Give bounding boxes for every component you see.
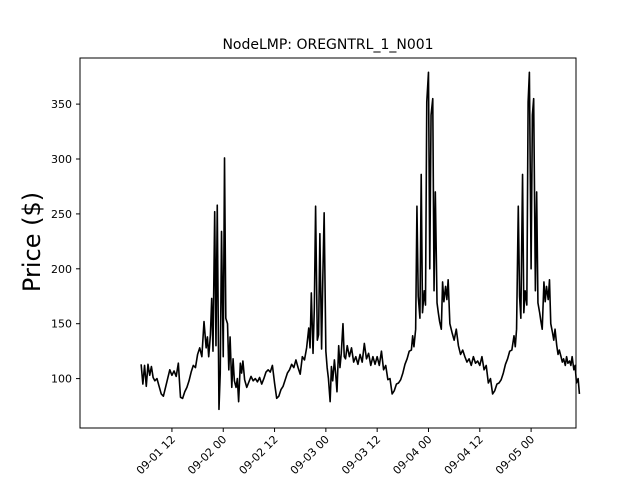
y-tick-label: 100 — [51, 373, 72, 386]
x-tick-label: 09-02 00 — [185, 433, 229, 477]
y-axis-label: Price ($) — [18, 192, 46, 292]
x-axis-ticks: 09-01 12 09-02 00 09-02 12 09-03 00 09-03 12… — [134, 428, 537, 477]
y-axis-ticks: 100 150 200 250 300 350 — [51, 98, 80, 386]
x-tick-label: 09-01 12 — [134, 433, 178, 477]
y-tick-label: 350 — [51, 98, 72, 111]
x-tick-label: 09-05 00 — [493, 433, 537, 477]
axes-frame — [79, 57, 577, 429]
y-tick-label: 300 — [51, 153, 72, 166]
plot-area — [140, 71, 581, 411]
series-line-0 — [140, 71, 581, 411]
x-tick-label: 09-03 12 — [339, 433, 383, 477]
x-tick-label: 09-02 12 — [237, 433, 281, 477]
x-tick-label: 09-04 12 — [442, 433, 486, 477]
x-tick-label: 09-03 00 — [288, 433, 332, 477]
y-tick-label: 200 — [51, 263, 72, 276]
y-tick-label: 250 — [51, 208, 72, 221]
chart-title: NodeLMP: OREGNTRL_1_N001 — [222, 37, 433, 53]
y-tick-label: 150 — [51, 318, 72, 331]
x-tick-label: 09-04 00 — [390, 433, 434, 477]
